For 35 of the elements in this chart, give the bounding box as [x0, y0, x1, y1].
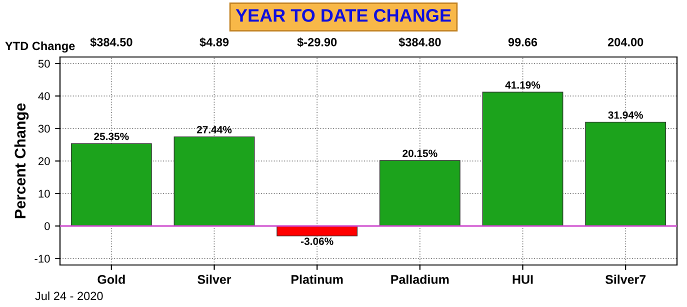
- text: YTD Change: [5, 41, 75, 53]
- text: 204.00: [608, 38, 644, 46]
- bar: [379, 160, 460, 226]
- text: 99.66: [508, 38, 538, 46]
- x-tick-label: Platinum: [292, 274, 343, 284]
- y-tick-label: 0: [44, 222, 50, 230]
- x-tick-label: Silver7: [605, 274, 646, 284]
- chart-title: YEAR TO DATE CHANGE: [236, 9, 451, 22]
- data-label: -3.06%: [300, 238, 334, 245]
- bar: [482, 92, 564, 226]
- y-tick-label: 10: [38, 190, 50, 198]
- y-tick-label: 20: [38, 157, 50, 166]
- data-label: 27.44%: [196, 126, 232, 134]
- bar: [174, 136, 255, 226]
- y-tick-label: 40: [38, 92, 50, 100]
- x-tick-label: Gold: [98, 274, 125, 284]
- x-tick-label: Silver: [198, 274, 232, 284]
- data-label: 41.19%: [505, 81, 540, 89]
- data-label: 31.94%: [608, 111, 643, 119]
- bar: [276, 226, 358, 236]
- y-tick-label: 30: [38, 124, 50, 133]
- bar: [70, 143, 152, 226]
- x-tick-label: Palladium: [391, 274, 449, 284]
- y-tick-label: 50: [38, 60, 50, 68]
- text: $384.80: [398, 37, 441, 48]
- bar: [585, 122, 666, 226]
- y-tick-label: -10: [34, 254, 50, 263]
- text: $384.50: [90, 37, 132, 48]
- text: $4.89: [200, 37, 229, 48]
- y-axis-title: Percent Change: [14, 103, 29, 218]
- data-label: 25.35%: [94, 132, 129, 140]
- x-tick-label: HUI: [512, 275, 533, 284]
- text: $-29.90: [297, 37, 337, 48]
- text: Jul 24 - 2020: [35, 291, 103, 300]
- data-label: 20.15%: [402, 150, 438, 158]
